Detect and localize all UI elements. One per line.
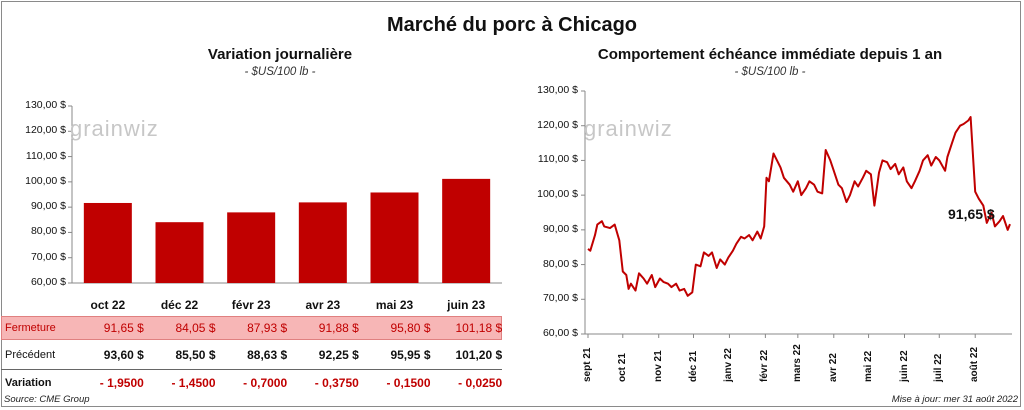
bar-category-label: juin 23 (447, 298, 486, 312)
table-cell: 95,95 $ (390, 348, 431, 362)
table-row-label: Précédent (5, 349, 56, 361)
table-cell: - 1,9500 (99, 376, 144, 390)
watermark-right: grainwiz (584, 116, 673, 141)
bar (370, 192, 419, 283)
line-x-tick: juil 22 (933, 353, 945, 382)
line-x-tick: juin 22 (898, 350, 910, 382)
table-cell: - 0,7000 (243, 376, 288, 390)
bar-y-tick: 110,00 $ (25, 149, 66, 162)
table-cell: 92,25 $ (318, 348, 359, 362)
table-row-label: Fermeture (5, 322, 56, 334)
update-note: Mise à jour: mer 31 août 2022 (891, 394, 1018, 405)
line-x-tick: août 22 (969, 346, 981, 382)
bar-category-label: oct 22 (90, 298, 126, 312)
table-cell: 101,18 $ (455, 321, 503, 335)
bar-y-tick: 70,00 $ (30, 250, 66, 263)
price-series-line (587, 116, 1011, 297)
bar (227, 212, 276, 283)
line-x-tick: nov 21 (652, 350, 664, 382)
table-cell: 84,05 $ (175, 321, 216, 335)
bar-category-label: févr 23 (231, 298, 271, 312)
line-y-tick: 70,00 $ (542, 292, 578, 305)
bar (298, 202, 347, 283)
table-cell: 85,50 $ (175, 348, 216, 362)
table-cell: 88,63 $ (247, 348, 288, 362)
line-y-tick: 90,00 $ (542, 222, 578, 235)
bar-y-tick: 130,00 $ (25, 99, 66, 111)
line-x-tick: avr 22 (827, 353, 839, 382)
bar (83, 202, 132, 283)
table-cell: 87,93 $ (247, 321, 288, 335)
right-panel-title: Comportement échéance immédiate depuis 1… (597, 46, 943, 63)
bar-y-tick: 60,00 $ (30, 276, 66, 288)
line-x-tick: oct 21 (616, 353, 628, 382)
main-title: Marché du porc à Chicago (386, 14, 638, 36)
table-row-label: Variation (5, 377, 52, 389)
table-cell: 93,60 $ (103, 348, 144, 362)
bar-y-tick: 100,00 $ (25, 174, 66, 187)
bar-y-tick: 80,00 $ (30, 225, 66, 238)
bar-y-tick: 90,00 $ (30, 200, 66, 213)
line-y-tick: 100,00 $ (537, 188, 578, 201)
bar-y-tick: 120,00 $ (25, 124, 66, 137)
line-y-tick: 60,00 $ (542, 327, 578, 339)
table-cell: - 1,4500 (171, 376, 216, 390)
watermark-left: grainwiz (70, 116, 159, 141)
fermeture-row-bg (1, 316, 502, 340)
table-cell: - 0,1500 (386, 376, 431, 390)
line-y-tick: 120,00 $ (537, 118, 578, 131)
table-divider (1, 369, 502, 370)
table-cell: 91,65 $ (103, 321, 144, 335)
line-x-tick: sept 21 (582, 347, 593, 382)
bar-chart (68, 105, 502, 284)
table-cell: - 0,0250 (458, 376, 503, 390)
line-chart (581, 90, 1012, 338)
line-x-tick: mars 22 (791, 344, 803, 382)
line-x-tick: mai 22 (862, 350, 874, 382)
table-cell: - 0,3750 (314, 376, 359, 390)
bar (442, 178, 491, 283)
table-cell: 95,80 $ (390, 321, 431, 335)
bar (155, 222, 204, 283)
table-cell: 101,20 $ (455, 348, 503, 362)
last-price-label: 91,65 $ (948, 206, 995, 222)
left-panel-subtitle: - $US/100 lb - (244, 66, 316, 78)
bar-category-label: avr 23 (305, 298, 341, 312)
line-x-tick: déc 21 (687, 350, 699, 382)
bar-category-label: mai 23 (375, 298, 414, 312)
source-note: Source: CME Group (4, 394, 90, 405)
line-y-tick: 130,00 $ (537, 84, 578, 96)
right-panel-subtitle: - $US/100 lb - (734, 66, 806, 78)
line-y-tick: 80,00 $ (542, 257, 578, 270)
table-cell: 91,88 $ (318, 321, 359, 335)
line-y-tick: 110,00 $ (537, 153, 578, 166)
line-x-tick: févr 22 (759, 349, 771, 382)
bar-category-label: déc 22 (160, 298, 199, 312)
left-panel-title: Variation journalière (207, 46, 353, 63)
line-x-tick: janv 22 (723, 348, 735, 382)
